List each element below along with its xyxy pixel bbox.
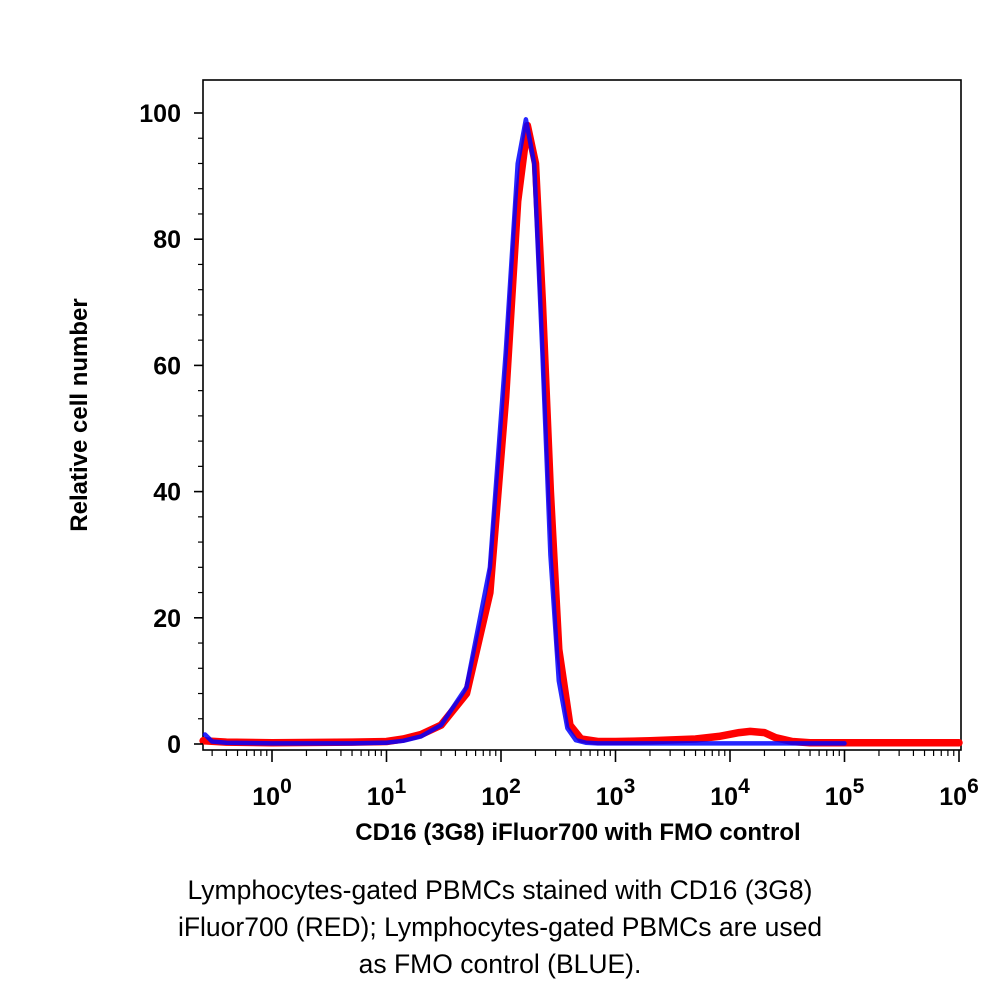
plot-frame (202, 79, 962, 751)
y-tick-label: 100 (139, 100, 181, 128)
x-tick-label: 104 (710, 775, 750, 811)
y-tick-label: 40 (153, 479, 181, 507)
x-axis: 100 101 102 103 104 105 106 (211, 750, 979, 811)
series-line-1 (199, 121, 963, 747)
x-tick-label: 101 (367, 775, 407, 811)
y-tick-label: 0 (167, 731, 181, 759)
x-tick-label: 103 (596, 775, 636, 811)
plot-area (202, 79, 962, 751)
x-tick-label: 105 (825, 775, 865, 811)
caption-line-1: Lymphocytes-gated PBMCs stained with CD1… (187, 875, 813, 905)
y-tick-label: 80 (153, 226, 181, 254)
y-tick-label: 20 (153, 605, 181, 633)
y-axis: 0 20 40 60 80 100 (139, 100, 203, 759)
y-axis-title: Relative cell number (66, 298, 93, 531)
x-tick-label: 100 (252, 775, 292, 811)
figure-caption: Lymphocytes-gated PBMCs stained with CD1… (20, 872, 980, 983)
x-axis-title: CD16 (3G8) iFluor700 with FMO control (355, 819, 800, 846)
x-tick-label: 106 (939, 775, 979, 811)
x-tick-label: 102 (481, 775, 521, 811)
caption-line-2: iFluor700 (RED); Lymphocytes-gated PBMCs… (177, 912, 823, 942)
series-layer (199, 117, 963, 747)
y-tick-label: 60 (153, 352, 181, 380)
caption-line-3: as FMO control (BLUE). (358, 949, 642, 979)
series-line-2 (202, 117, 847, 746)
